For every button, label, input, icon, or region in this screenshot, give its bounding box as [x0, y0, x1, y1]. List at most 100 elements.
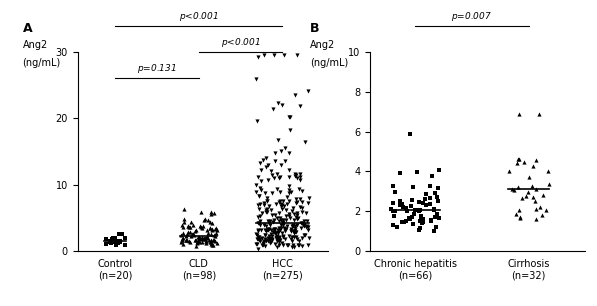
- Point: [266, 239, 275, 244]
- Point: [194, 240, 204, 244]
- Point: [259, 239, 268, 244]
- Point: [416, 208, 425, 213]
- Point: [275, 234, 284, 239]
- Point: [304, 235, 313, 240]
- Point: [180, 220, 189, 225]
- Point: [188, 232, 198, 237]
- Point: [532, 207, 541, 212]
- Point: [253, 214, 263, 219]
- Point: [205, 220, 215, 225]
- Point: [101, 241, 110, 246]
- Point: [430, 191, 440, 196]
- Point: [208, 242, 218, 247]
- Text: Ang2: Ang2: [23, 40, 48, 50]
- Point: [275, 174, 284, 179]
- Point: [207, 228, 217, 233]
- Point: [408, 198, 417, 203]
- Point: [284, 211, 294, 216]
- Point: [401, 205, 411, 210]
- Point: [256, 201, 265, 206]
- Point: [276, 222, 285, 227]
- Point: [257, 211, 267, 216]
- Point: [421, 191, 431, 196]
- Point: [435, 168, 444, 173]
- Point: [270, 241, 280, 246]
- Point: [112, 239, 122, 244]
- Point: [256, 228, 266, 233]
- Point: [203, 227, 213, 232]
- Point: [251, 183, 260, 188]
- Point: [191, 237, 201, 242]
- Point: [430, 208, 439, 213]
- Point: [191, 227, 201, 232]
- Point: [255, 219, 264, 224]
- Point: [117, 232, 127, 237]
- Point: [194, 236, 204, 241]
- Point: [184, 239, 194, 244]
- Point: [301, 224, 310, 229]
- Point: [288, 222, 297, 227]
- Point: [518, 195, 527, 200]
- Point: [405, 216, 414, 221]
- Point: [287, 245, 296, 250]
- Point: [279, 225, 289, 230]
- Point: [299, 223, 309, 228]
- Point: [106, 239, 115, 244]
- Point: [253, 237, 263, 242]
- Point: [284, 151, 294, 156]
- Point: [267, 237, 277, 242]
- Point: [264, 220, 274, 225]
- Point: [280, 227, 290, 232]
- Point: [262, 196, 272, 201]
- Point: [421, 202, 430, 207]
- Point: [416, 219, 425, 224]
- Point: [274, 236, 284, 241]
- Point: [280, 145, 290, 150]
- Point: [289, 230, 298, 235]
- Point: [304, 195, 313, 200]
- Point: [276, 217, 286, 222]
- Point: [101, 236, 111, 241]
- Point: [389, 184, 398, 188]
- Point: [415, 227, 424, 232]
- Point: [208, 243, 217, 248]
- Point: [386, 207, 396, 212]
- Point: [256, 188, 265, 193]
- Point: [274, 199, 284, 204]
- Point: [278, 231, 287, 236]
- Point: [177, 237, 187, 242]
- Point: [205, 226, 215, 231]
- Point: [282, 224, 292, 229]
- Point: [278, 235, 288, 240]
- Point: [544, 182, 553, 187]
- Point: [253, 242, 262, 247]
- Point: [284, 188, 293, 192]
- Point: [432, 212, 441, 217]
- Point: [263, 239, 273, 244]
- Point: [263, 199, 272, 203]
- Point: [256, 161, 265, 166]
- Point: [297, 209, 307, 214]
- Point: [264, 236, 274, 241]
- Point: [527, 184, 536, 189]
- Point: [259, 241, 268, 246]
- Point: [201, 240, 211, 245]
- Point: [261, 165, 270, 170]
- Point: [293, 242, 303, 247]
- Point: [412, 208, 421, 213]
- Point: [270, 151, 280, 156]
- Point: [254, 234, 263, 239]
- Point: [263, 219, 273, 224]
- Point: [196, 210, 206, 215]
- Point: [196, 237, 205, 242]
- Point: [270, 212, 279, 217]
- Point: [433, 199, 443, 204]
- Point: [251, 242, 261, 247]
- Point: [509, 187, 518, 192]
- Point: [181, 233, 191, 238]
- Point: [275, 225, 284, 230]
- Point: [269, 226, 279, 231]
- Point: [108, 236, 118, 241]
- Point: [251, 231, 260, 236]
- Point: [390, 213, 399, 218]
